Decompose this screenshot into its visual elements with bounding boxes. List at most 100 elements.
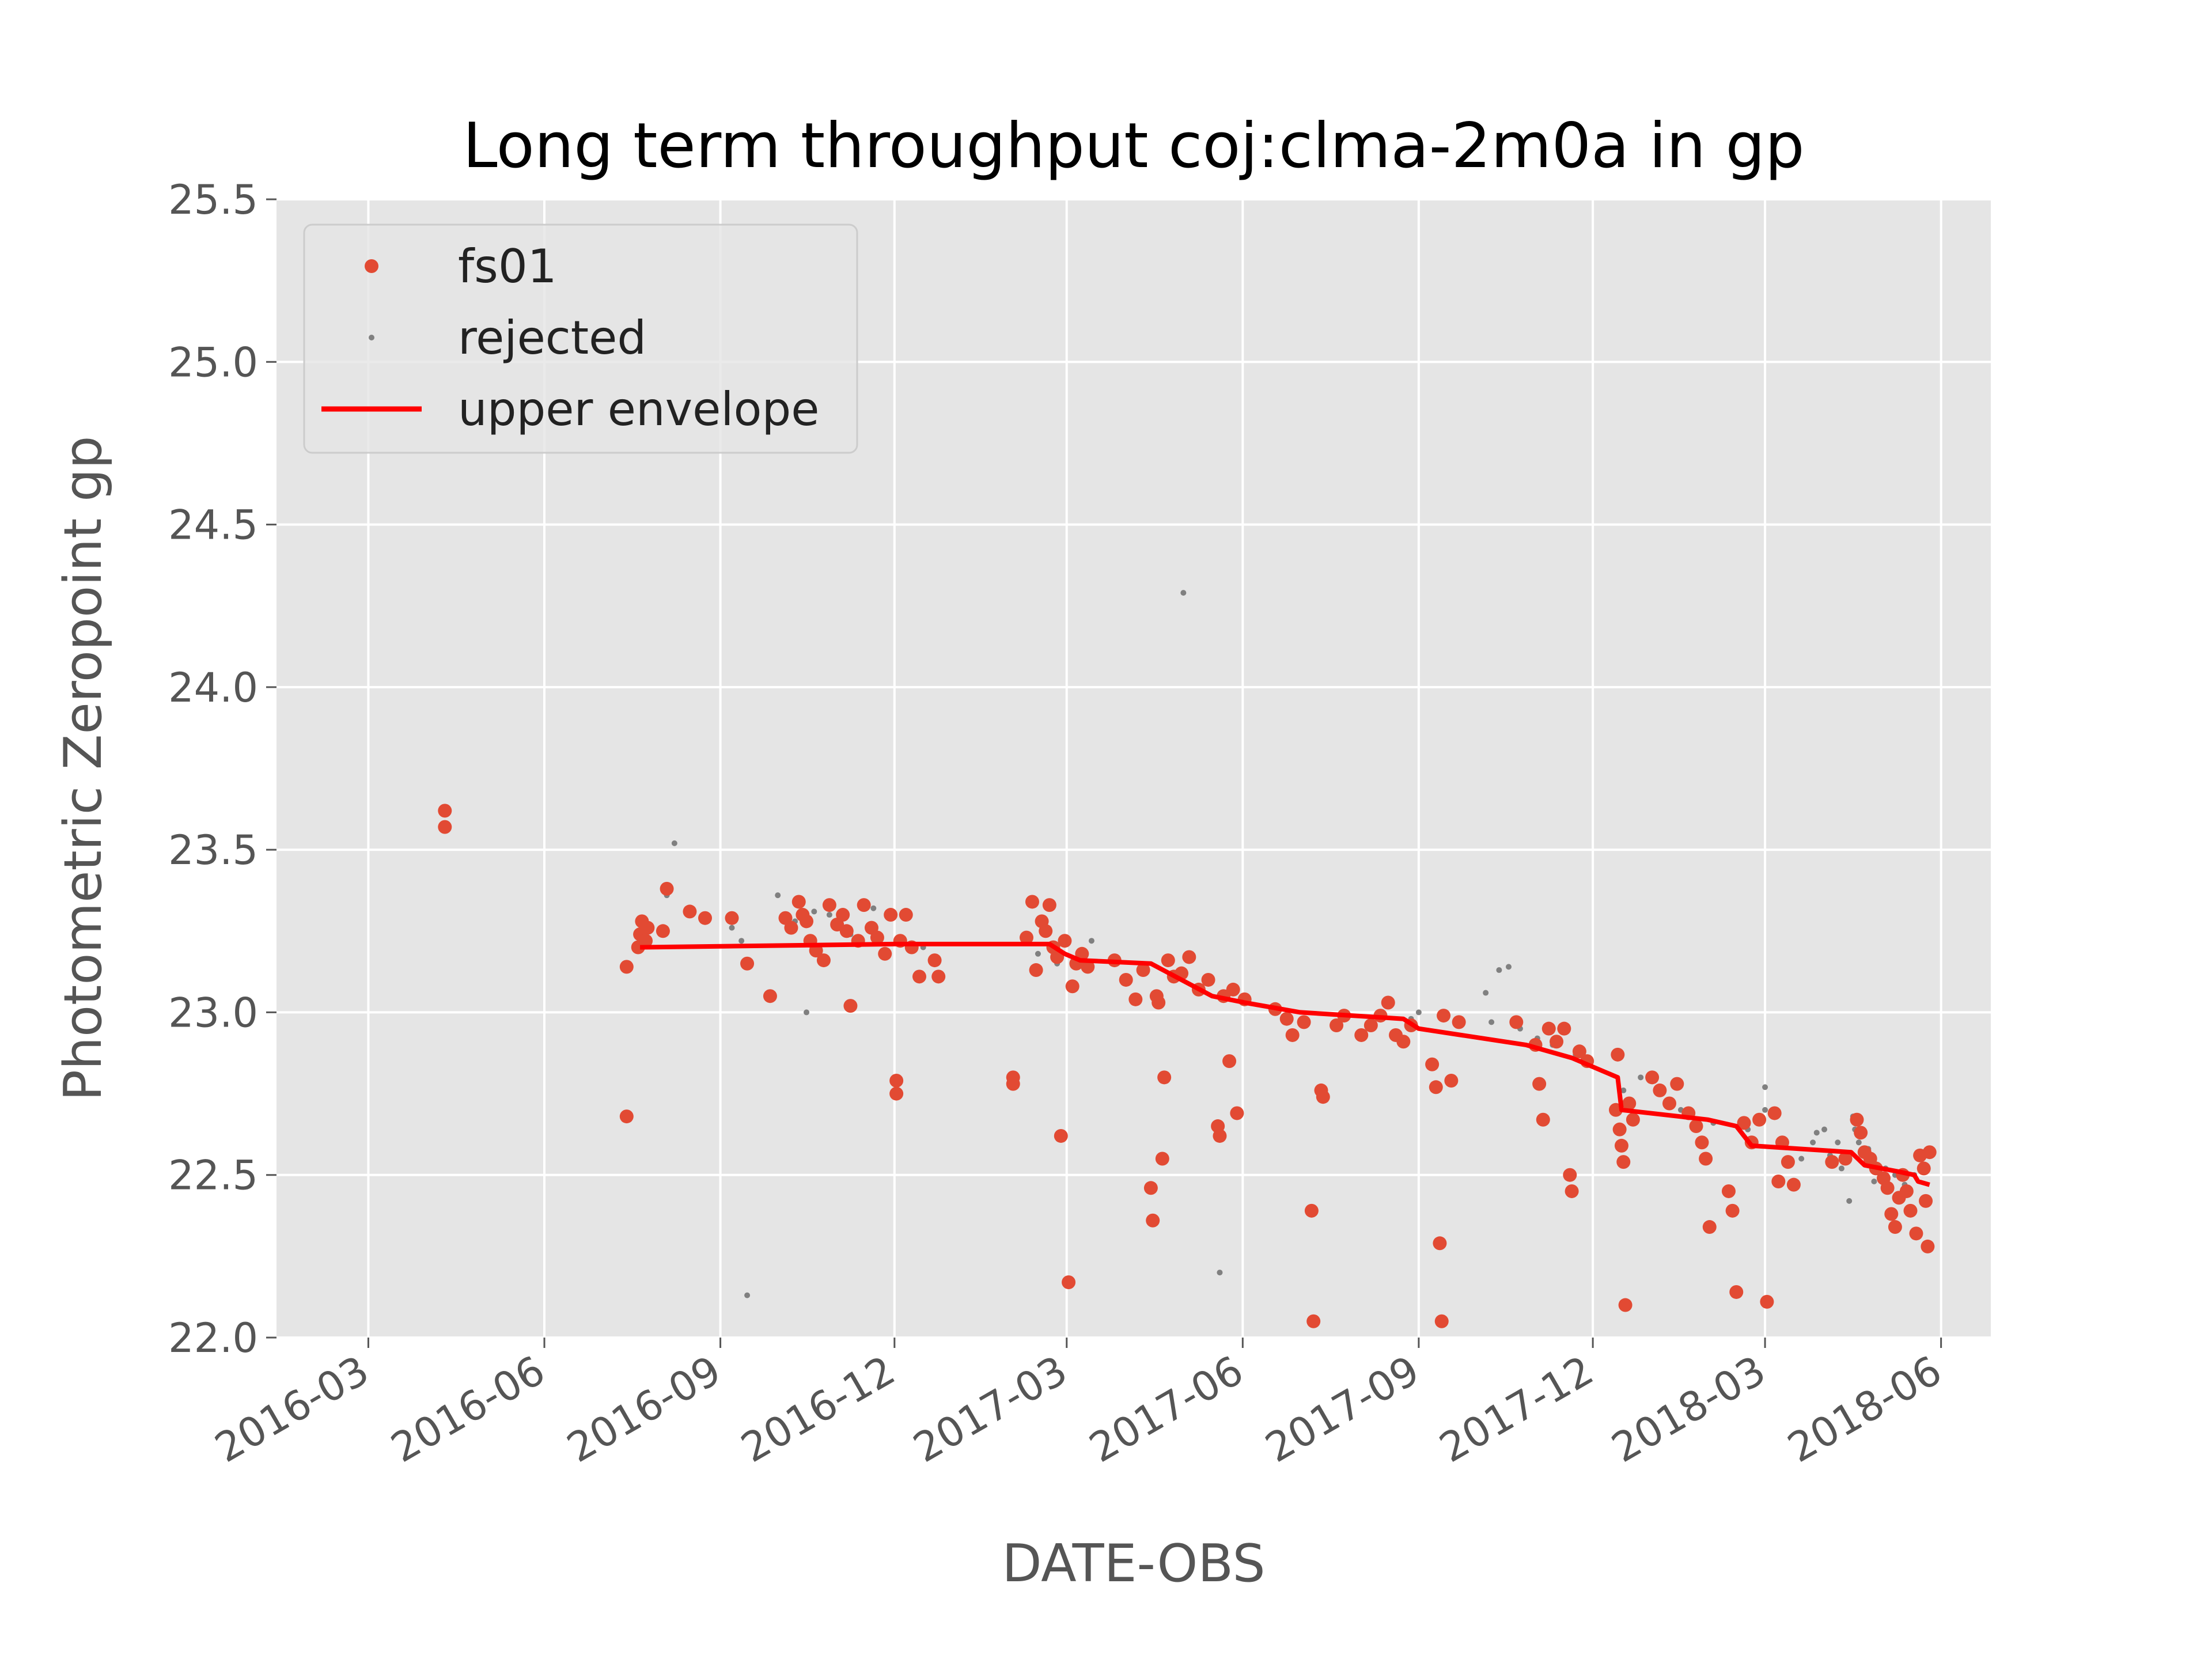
rejected-point xyxy=(671,840,677,846)
fs01-point xyxy=(1136,963,1150,978)
fs01-point xyxy=(1825,1155,1839,1169)
rejected-point xyxy=(1506,964,1512,970)
x-tick-label: 2016-06 xyxy=(383,1347,552,1472)
fs01-point xyxy=(1903,1203,1918,1218)
fs01-point xyxy=(899,908,913,922)
y-tick-label: 24.0 xyxy=(168,664,258,711)
rejected-point xyxy=(1638,1074,1644,1081)
y-tick-label: 22.5 xyxy=(168,1152,258,1199)
fs01-point xyxy=(1396,1035,1411,1049)
fs01-point xyxy=(683,904,697,919)
fs01-point xyxy=(800,914,814,929)
legend: fs01 rejected upper envelope xyxy=(303,224,858,454)
x-tick-label: 2016-12 xyxy=(733,1347,903,1472)
fs01-point xyxy=(1616,1155,1631,1169)
fs01-series xyxy=(438,804,1937,1328)
rejected-point xyxy=(1813,1130,1820,1136)
fs01-point xyxy=(725,911,739,925)
rejected-point xyxy=(1798,1156,1805,1162)
y-tick-label: 25.5 xyxy=(168,176,258,224)
fs01-point xyxy=(1614,1138,1628,1153)
rejected-point xyxy=(775,892,781,899)
fs01-point xyxy=(1128,992,1143,1006)
rejected-point xyxy=(1855,1139,1862,1146)
upper-envelope-series xyxy=(640,941,1930,1187)
fs01-point xyxy=(1662,1096,1676,1111)
fs01-point xyxy=(931,969,946,984)
fs01-point xyxy=(1611,1047,1625,1062)
fs01-point xyxy=(1437,1009,1451,1023)
fs01-point xyxy=(1702,1220,1717,1234)
fs01-point xyxy=(1006,1077,1020,1091)
fs01-point xyxy=(1695,1135,1709,1150)
fs01-point xyxy=(1729,1285,1744,1299)
fs01-point xyxy=(927,953,942,968)
fs01-point xyxy=(1182,950,1196,964)
rejected-point xyxy=(1088,938,1094,944)
fs01-point xyxy=(836,908,850,922)
fs01-point xyxy=(1434,1314,1449,1328)
rejected-point xyxy=(1217,1270,1223,1276)
fs01-point xyxy=(1612,1122,1627,1137)
fs01-point xyxy=(1433,1236,1447,1251)
rejected-point xyxy=(826,912,832,918)
fs01-point xyxy=(1081,960,1095,974)
rejected-point xyxy=(1620,1087,1627,1093)
fs01-point xyxy=(1752,1112,1767,1127)
fs01-point xyxy=(1452,1015,1466,1029)
x-tick-label: 2018-06 xyxy=(1780,1347,1949,1472)
rejected-point xyxy=(1821,1126,1828,1132)
y-tick-label: 23.5 xyxy=(168,827,258,874)
rejected-point xyxy=(1488,1019,1495,1025)
x-tick-label: 2017-09 xyxy=(1257,1347,1427,1472)
fs01-point xyxy=(1444,1073,1459,1088)
rejected-point xyxy=(1871,1179,1877,1185)
fs01-point xyxy=(1880,1181,1895,1195)
rejected-point xyxy=(1810,1139,1816,1146)
fs01-point xyxy=(1921,1239,1935,1253)
legend-label-rejected: rejected xyxy=(458,311,646,365)
rejected-point xyxy=(1180,590,1187,596)
fs01-point xyxy=(884,908,898,922)
fs01-point xyxy=(839,924,854,938)
fs01-point xyxy=(1786,1177,1801,1192)
fs01-point xyxy=(1119,972,1133,987)
fs01-point xyxy=(1854,1126,1868,1140)
fs01-point xyxy=(1020,930,1033,945)
fs01-point xyxy=(1429,1080,1443,1094)
fs01-point xyxy=(1541,1021,1556,1036)
fs01-point xyxy=(1058,934,1072,948)
fs01-point xyxy=(1155,1152,1169,1166)
x-axis-label: DATE-OBS xyxy=(1002,1533,1265,1594)
legend-label-upper-envelope: upper envelope xyxy=(458,382,819,436)
fs01-point xyxy=(438,804,452,818)
fs01-point xyxy=(816,953,831,968)
fs01-point xyxy=(1161,953,1175,968)
fs01-point xyxy=(1226,982,1240,997)
x-tick-label: 2017-12 xyxy=(1431,1347,1601,1472)
fs01-point xyxy=(1213,1128,1227,1143)
fs01-point xyxy=(1042,898,1056,912)
fs01-point xyxy=(857,898,871,912)
fs01-point xyxy=(1222,1054,1237,1069)
legend-marker-rejected xyxy=(369,335,374,340)
fs01-point xyxy=(784,921,798,935)
fs01-point xyxy=(1146,1213,1160,1228)
fs01-point xyxy=(1572,1044,1586,1059)
fs01-point xyxy=(1509,1015,1524,1029)
fs01-point xyxy=(1737,1116,1751,1130)
rejected-point xyxy=(1838,1165,1844,1172)
fs01-point xyxy=(641,921,655,935)
fs01-point xyxy=(740,956,755,971)
fs01-point xyxy=(1618,1298,1633,1312)
fs01-point xyxy=(438,820,452,834)
fs01-point xyxy=(1330,1018,1344,1033)
fs01-point xyxy=(878,946,892,961)
fs01-point xyxy=(1304,1203,1319,1218)
fs01-point xyxy=(1381,995,1395,1010)
fs01-point xyxy=(660,881,674,896)
fs01-point xyxy=(763,989,777,1003)
fs01-point xyxy=(889,1073,904,1088)
fs01-point xyxy=(791,895,806,909)
fs01-point xyxy=(1316,1090,1330,1104)
